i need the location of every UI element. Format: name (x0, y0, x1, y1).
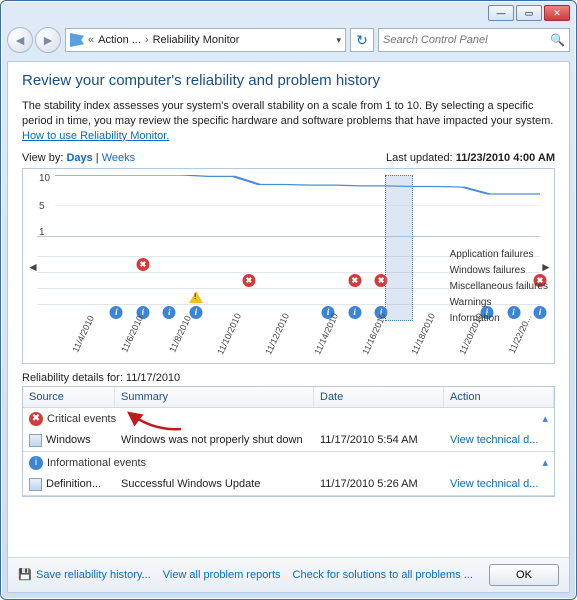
app-icon (29, 478, 42, 491)
back-button[interactable]: ◄ (7, 27, 33, 53)
legend-item: Information (450, 311, 548, 327)
row-action[interactable]: View technical d... (444, 430, 554, 451)
table-row[interactable]: Definition... Successful Windows Update11… (23, 474, 554, 495)
line-chart: 10 5 1 (37, 175, 540, 237)
nav-row: ◄ ► « Action ... › Reliability Monitor ▾… (1, 23, 576, 57)
reliability-chart: ◄ 10 5 1 11/4/201011/6/201011/8/201011/1… (22, 168, 555, 364)
content: Review your computer's reliability and p… (8, 62, 569, 557)
search-input[interactable] (383, 34, 550, 46)
bottom-bar: 💾Save reliability history... View all pr… (8, 557, 569, 592)
content-frame: Review your computer's reliability and p… (7, 61, 570, 593)
info-icon: i (29, 456, 43, 470)
error-icon: ✖ (29, 412, 43, 426)
search-box[interactable]: 🔍 (378, 28, 570, 52)
chart-scroll-left[interactable]: ◄ (27, 260, 37, 274)
viewby-label: View by: (22, 152, 63, 164)
group-err[interactable]: ✖ Critical events ▴ (23, 408, 554, 430)
crumb-overflow[interactable]: « (88, 34, 94, 46)
intro-body: The stability index assesses your system… (22, 100, 553, 127)
err-icon[interactable] (136, 258, 149, 271)
address-bar[interactable]: « Action ... › Reliability Monitor ▾ (65, 28, 346, 52)
info-icon[interactable] (110, 306, 123, 319)
table-row[interactable]: Windows Windows was not properly shut dow… (23, 430, 554, 451)
address-dropdown[interactable]: ▾ (336, 35, 341, 46)
info-icon[interactable] (163, 306, 176, 319)
check-solutions-link[interactable]: Check for solutions to all problems ... (293, 569, 473, 581)
close-button[interactable]: ✕ (544, 5, 570, 21)
minimize-button[interactable]: — (488, 5, 514, 21)
maximize-button[interactable]: ▭ (516, 5, 542, 21)
details-columns: Source Summary Date Action (23, 387, 554, 408)
info-icon[interactable] (348, 306, 361, 319)
err-icon[interactable] (348, 274, 361, 287)
page-title: Review your computer's reliability and p… (22, 72, 555, 89)
legend-item: Miscellaneous failures (450, 279, 548, 295)
ok-button[interactable]: OK (489, 564, 559, 586)
viewby-weeks[interactable]: Weeks (102, 152, 135, 164)
flag-icon (70, 33, 84, 47)
row-source: Windows (46, 434, 91, 446)
err-icon[interactable] (375, 274, 388, 287)
app-icon (29, 434, 42, 447)
row-summary: Successful Windows Update (115, 474, 314, 495)
col-summary[interactable]: Summary (115, 387, 314, 407)
legend-item: Application failures (450, 247, 548, 263)
col-date[interactable]: Date (314, 387, 444, 407)
col-source[interactable]: Source (23, 387, 115, 407)
how-to-link[interactable]: How to use Reliability Monitor. (22, 130, 169, 142)
viewby-row: View by: Days | Weeks Last updated: 11/2… (22, 152, 555, 164)
row-action[interactable]: View technical d... (444, 474, 554, 495)
ylabel-5: 5 (39, 201, 45, 212)
details-table: Source Summary Date Action ✖ Critical eve… (22, 386, 555, 497)
ylabel-10: 10 (39, 173, 50, 184)
collapse-icon[interactable]: ▴ (542, 412, 548, 425)
search-icon[interactable]: 🔍 (550, 33, 565, 47)
warn-icon[interactable] (189, 291, 203, 303)
forward-button[interactable]: ► (35, 27, 61, 53)
ylabel-1: 1 (39, 227, 45, 238)
crumb-action[interactable]: Action ... (98, 34, 141, 46)
group-title: Informational events (47, 457, 146, 469)
crumb-reliability[interactable]: Reliability Monitor (153, 34, 240, 46)
intro-text: The stability index assesses your system… (22, 99, 555, 144)
window: — ▭ ✕ ◄ ► « Action ... › Reliability Mon… (0, 0, 577, 600)
refresh-button[interactable]: ↻ (350, 28, 374, 52)
titlebar: — ▭ ✕ (1, 1, 576, 23)
viewby-days[interactable]: Days (66, 152, 92, 164)
collapse-icon[interactable]: ▴ (542, 456, 548, 469)
row-summary: Windows was not properly shut down (115, 430, 314, 451)
save-history-link[interactable]: 💾Save reliability history... (18, 568, 151, 582)
updated-label: Last updated: (386, 152, 453, 164)
row-date: 11/17/2010 5:26 AM (314, 474, 444, 495)
err-icon[interactable] (242, 274, 255, 287)
row-source: Definition... (46, 478, 101, 490)
col-action[interactable]: Action (444, 387, 554, 407)
group-title: Critical events (47, 413, 116, 425)
legend-item: Warnings (450, 295, 548, 311)
details-header: Reliability details for: 11/17/2010 (22, 372, 555, 384)
save-icon: 💾 (18, 568, 32, 582)
legend-item: Windows failures (450, 263, 548, 279)
group-info[interactable]: i Informational events ▴ (23, 452, 554, 474)
row-legend: Application failuresWindows failuresMisc… (450, 247, 548, 327)
view-all-link[interactable]: View all problem reports (163, 569, 281, 581)
row-date: 11/17/2010 5:54 AM (314, 430, 444, 451)
updated-value: 11/23/2010 4:00 AM (456, 152, 555, 164)
stability-line (55, 175, 540, 236)
